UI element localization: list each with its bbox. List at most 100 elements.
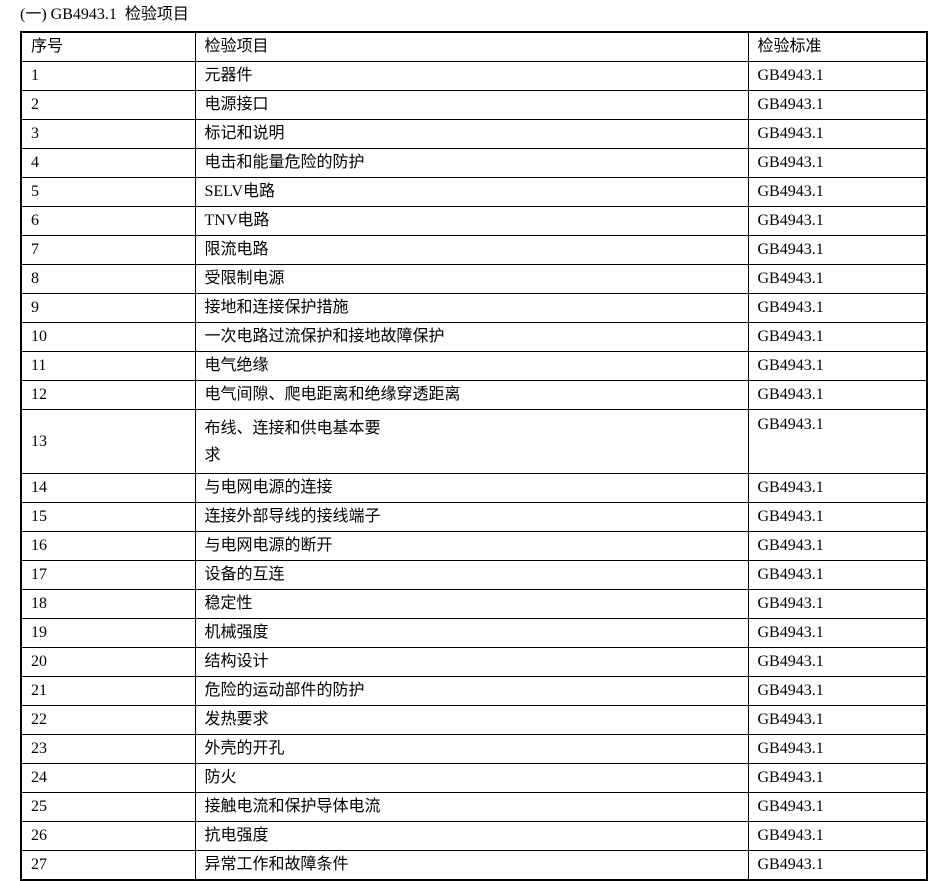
table-row: 19 机械强度 GB4943.1 <box>20 618 928 648</box>
table-row: 11 电气绝缘 GB4943.1 <box>20 351 928 381</box>
header-cell-serial-number: 序号 <box>20 31 196 62</box>
cell-inspection-standard: GB4943.1 <box>747 90 928 120</box>
cell-inspection-standard: GB4943.1 <box>747 264 928 294</box>
table-row: 23 外壳的开孔 GB4943.1 <box>20 734 928 764</box>
cell-inspection-item: 接触电流和保护导体电流 <box>194 792 749 822</box>
cell-inspection-item: TNV电路 <box>194 206 749 236</box>
cell-serial-number: 11 <box>20 351 196 381</box>
inspection-table: 序号 检验项目 检验标准 1 元器件 GB4943.1 2 电源接口 GB494… <box>20 31 928 881</box>
cell-serial-number: 7 <box>20 235 196 265</box>
cell-inspection-standard: GB4943.1 <box>747 206 928 236</box>
cell-serial-number: 6 <box>20 206 196 236</box>
cell-serial-number: 25 <box>20 792 196 822</box>
cell-inspection-standard: GB4943.1 <box>747 589 928 619</box>
cell-serial-number: 17 <box>20 560 196 590</box>
cell-inspection-standard: GB4943.1 <box>747 734 928 764</box>
table-row: 20 结构设计 GB4943.1 <box>20 647 928 677</box>
cell-inspection-item: 连接外部导线的接线端子 <box>194 502 749 532</box>
cell-serial-number: 5 <box>20 177 196 207</box>
cell-inspection-item: 元器件 <box>194 61 749 91</box>
cell-inspection-item: 电气绝缘 <box>194 351 749 381</box>
cell-inspection-item: 电源接口 <box>194 90 749 120</box>
cell-inspection-item: 危险的运动部件的防护 <box>194 676 749 706</box>
table-row: 12 电气间隙、爬电距离和绝缘穿透距离 GB4943.1 <box>20 380 928 410</box>
cell-serial-number: 22 <box>20 705 196 735</box>
cell-serial-number: 26 <box>20 821 196 851</box>
cell-inspection-standard: GB4943.1 <box>747 409 928 474</box>
cell-inspection-item: 电气间隙、爬电距离和绝缘穿透距离 <box>194 380 749 410</box>
table-row: 18 稳定性 GB4943.1 <box>20 589 928 619</box>
cell-inspection-standard: GB4943.1 <box>747 618 928 648</box>
cell-inspection-standard: GB4943.1 <box>747 380 928 410</box>
cell-inspection-item: 受限制电源 <box>194 264 749 294</box>
cell-serial-number: 19 <box>20 618 196 648</box>
table-row: 13 布线、连接和供电基本要 求 GB4943.1 <box>20 409 928 474</box>
table-row: 21 危险的运动部件的防护 GB4943.1 <box>20 676 928 706</box>
cell-inspection-item: 一次电路过流保护和接地故障保护 <box>194 322 749 352</box>
cell-serial-number: 16 <box>20 531 196 561</box>
page-title: (一) GB4943.1 检验项目 <box>20 6 189 23</box>
cell-inspection-standard: GB4943.1 <box>747 235 928 265</box>
cell-serial-number: 13 <box>20 409 196 474</box>
cell-inspection-standard: GB4943.1 <box>747 763 928 793</box>
header-cell-inspection-item: 检验项目 <box>194 31 749 62</box>
table-row: 1 元器件 GB4943.1 <box>20 61 928 91</box>
cell-inspection-standard: GB4943.1 <box>747 792 928 822</box>
cell-serial-number: 2 <box>20 90 196 120</box>
table-row: 26 抗电强度 GB4943.1 <box>20 821 928 851</box>
cell-inspection-standard: GB4943.1 <box>747 293 928 323</box>
table-row: 5 SELV电路 GB4943.1 <box>20 177 928 207</box>
table-row: 2 电源接口 GB4943.1 <box>20 90 928 120</box>
cell-inspection-item: 稳定性 <box>194 589 749 619</box>
cell-inspection-standard: GB4943.1 <box>747 473 928 503</box>
cell-inspection-item: 布线、连接和供电基本要 求 <box>194 409 749 474</box>
table-row: 9 接地和连接保护措施 GB4943.1 <box>20 293 928 323</box>
cell-inspection-item: 外壳的开孔 <box>194 734 749 764</box>
cell-inspection-standard: GB4943.1 <box>747 502 928 532</box>
cell-inspection-standard: GB4943.1 <box>747 177 928 207</box>
cell-inspection-item: 电击和能量危险的防护 <box>194 148 749 178</box>
table-header-row: 序号 检验项目 检验标准 <box>20 31 928 62</box>
cell-inspection-item: 抗电强度 <box>194 821 749 851</box>
cell-inspection-item: 与电网电源的连接 <box>194 473 749 503</box>
cell-inspection-standard: GB4943.1 <box>747 119 928 149</box>
cell-inspection-standard: GB4943.1 <box>747 676 928 706</box>
cell-inspection-standard: GB4943.1 <box>747 61 928 91</box>
table-row: 15 连接外部导线的接线端子 GB4943.1 <box>20 502 928 532</box>
table-row: 10 一次电路过流保护和接地故障保护 GB4943.1 <box>20 322 928 352</box>
cell-inspection-item: 限流电路 <box>194 235 749 265</box>
cell-serial-number: 4 <box>20 148 196 178</box>
cell-serial-number: 15 <box>20 502 196 532</box>
cell-inspection-standard: GB4943.1 <box>747 322 928 352</box>
cell-inspection-item: 结构设计 <box>194 647 749 677</box>
cell-inspection-standard: GB4943.1 <box>747 705 928 735</box>
cell-inspection-item: 标记和说明 <box>194 119 749 149</box>
cell-inspection-item: 异常工作和故障条件 <box>194 850 749 881</box>
cell-inspection-item: 接地和连接保护措施 <box>194 293 749 323</box>
table-row: 17 设备的互连 GB4943.1 <box>20 560 928 590</box>
cell-serial-number: 21 <box>20 676 196 706</box>
table-row: 8 受限制电源 GB4943.1 <box>20 264 928 294</box>
table-row: 16 与电网电源的断开 GB4943.1 <box>20 531 928 561</box>
cell-serial-number: 10 <box>20 322 196 352</box>
table-row: 25 接触电流和保护导体电流 GB4943.1 <box>20 792 928 822</box>
cell-serial-number: 12 <box>20 380 196 410</box>
table-row: 22 发热要求 GB4943.1 <box>20 705 928 735</box>
cell-inspection-item: 与电网电源的断开 <box>194 531 749 561</box>
header-cell-inspection-standard: 检验标准 <box>747 31 928 62</box>
cell-inspection-item: 防火 <box>194 763 749 793</box>
cell-serial-number: 1 <box>20 61 196 91</box>
cell-serial-number: 24 <box>20 763 196 793</box>
cell-inspection-standard: GB4943.1 <box>747 351 928 381</box>
cell-inspection-standard: GB4943.1 <box>747 148 928 178</box>
cell-inspection-standard: GB4943.1 <box>747 850 928 881</box>
cell-serial-number: 14 <box>20 473 196 503</box>
cell-inspection-item: 机械强度 <box>194 618 749 648</box>
cell-inspection-item: SELV电路 <box>194 177 749 207</box>
table-row: 27 异常工作和故障条件 GB4943.1 <box>20 850 928 881</box>
table-row: 14 与电网电源的连接 GB4943.1 <box>20 473 928 503</box>
cell-serial-number: 20 <box>20 647 196 677</box>
table-row: 6 TNV电路 GB4943.1 <box>20 206 928 236</box>
table-row: 3 标记和说明 GB4943.1 <box>20 119 928 149</box>
cell-serial-number: 3 <box>20 119 196 149</box>
